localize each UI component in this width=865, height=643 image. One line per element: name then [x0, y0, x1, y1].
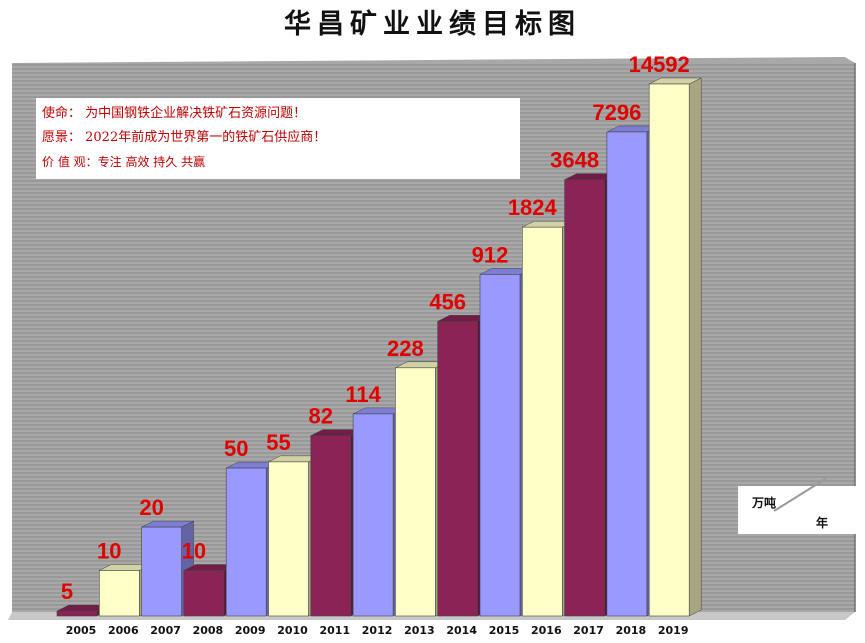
bar-front [99, 570, 140, 617]
bar-front [648, 83, 690, 617]
data-label: 82 [309, 404, 333, 429]
x-tick-label: 2015 [489, 624, 520, 637]
bar-front [521, 226, 563, 617]
x-tick-label: 2006 [108, 624, 139, 637]
data-label: 50 [224, 436, 248, 461]
bar-front [352, 413, 394, 617]
data-label: 912 [472, 242, 509, 267]
data-label: 14592 [629, 52, 690, 77]
bar-series [56, 77, 702, 617]
bar-front [56, 610, 98, 617]
x-tick-label: 2011 [319, 624, 350, 637]
bar-side [688, 77, 702, 617]
vision-line: 愿景： 2022年前成为世界第一的铁矿石供应商！ [42, 130, 327, 145]
values-line: 价 值 观：专注 高效 持久 共赢 [42, 155, 206, 169]
x-tick-label: 2019 [658, 624, 689, 637]
data-label: 456 [429, 289, 466, 314]
bar-front [564, 179, 605, 617]
x-tick-label: 2010 [277, 624, 308, 637]
mission-statement-box: 使命： 为中国钢铁企业解决铁矿石资源问题！ 愿景： 2022年前成为世界第一的铁… [36, 98, 520, 179]
bar-front [268, 461, 309, 617]
unit-legend: 万吨 年 [738, 477, 856, 534]
x-tick-label: 2013 [404, 624, 435, 637]
bar-2019 [648, 77, 702, 617]
bar-front [183, 570, 225, 617]
mission-line: 使命： 为中国钢铁企业解决铁矿石资源问题！ [42, 106, 307, 121]
x-tick-label: 2009 [235, 624, 266, 637]
x-tick-label: 2016 [531, 624, 562, 637]
bar-front [606, 131, 648, 617]
data-label: 3648 [550, 148, 599, 173]
bar-front [225, 467, 267, 617]
x-axis-ticks: 2005 2006 2007 2008 2009 2010 2011 2012 2013 2014… [66, 624, 689, 637]
data-label: 10 [97, 538, 121, 563]
data-label: 114 [345, 382, 381, 407]
x-tick-label: 2008 [193, 624, 224, 637]
data-label: 55 [266, 430, 290, 455]
x-tick-label: 2014 [446, 624, 477, 637]
data-label: 5 [61, 579, 73, 604]
unit-top-label: 万吨 [752, 496, 777, 510]
bar-front [437, 320, 479, 617]
bar-front [479, 274, 521, 617]
data-label: 228 [387, 336, 424, 361]
x-tick-label: 2007 [150, 624, 181, 637]
chart-title: 华昌矿业业绩目标图 [284, 9, 581, 40]
x-tick-label: 2012 [362, 624, 393, 637]
x-tick-label: 2017 [573, 624, 604, 637]
data-label: 10 [182, 538, 206, 563]
x-tick-label: 2018 [616, 624, 647, 637]
x-tick-label: 2005 [66, 624, 97, 637]
unit-bottom-label: 年 [816, 516, 829, 530]
bar-front [310, 435, 352, 617]
data-label: 20 [139, 495, 163, 520]
bar-front [141, 526, 182, 617]
data-label: 7296 [592, 100, 641, 125]
bar-front [395, 367, 436, 617]
data-label: 1824 [508, 195, 558, 220]
